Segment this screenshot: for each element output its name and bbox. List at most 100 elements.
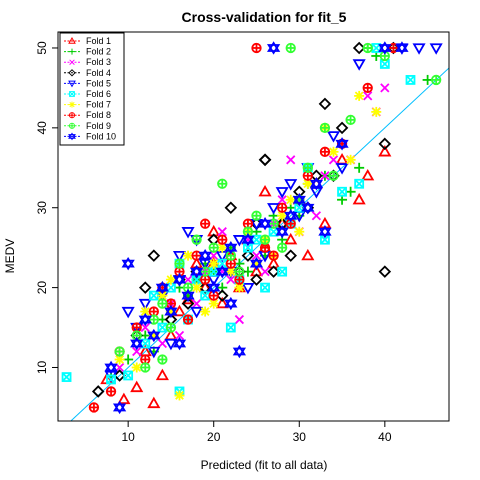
data-point [158,340,166,348]
data-point [260,219,270,229]
data-point [363,44,372,53]
data-point [149,251,159,261]
data-point [235,267,244,276]
data-point [277,227,287,237]
data-point [260,155,270,165]
data-point [269,251,278,260]
legend-label: Fold 1 [86,36,111,46]
data-point [286,44,295,53]
data-point [252,44,261,53]
legend-label: Fold 5 [86,78,111,88]
data-point [174,275,184,285]
data-point [218,180,227,189]
data-point [107,387,116,396]
data-point [252,211,261,220]
series-8 [90,44,398,412]
data-point [304,164,313,173]
data-point [311,179,321,189]
data-point [218,228,226,236]
data-point [140,315,150,325]
legend-label: Fold 10 [86,131,116,141]
y-tick-label: 50 [35,41,49,55]
legend-label: Fold 7 [86,100,111,110]
data-point [303,203,313,213]
legend: Fold 1Fold 2Fold 3Fold 4Fold 5Fold 6Fold… [60,33,124,145]
data-point [380,267,390,277]
data-point [200,307,210,317]
legend-label: Fold 3 [86,57,111,67]
data-point [132,339,142,349]
data-point [363,171,373,180]
x-tick-label: 20 [207,430,221,444]
data-point [123,308,133,317]
data-point [278,243,287,252]
legend-label: Fold 2 [86,47,111,57]
data-point [380,43,390,53]
data-point [261,284,269,292]
data-point [278,203,287,212]
data-point [321,124,330,133]
legend-marker [69,123,74,128]
data-point [355,180,363,188]
data-point [192,267,202,277]
data-point [329,156,337,164]
data-point [294,227,304,237]
data-point [149,398,159,407]
data-point [371,107,381,117]
data-point [226,203,236,213]
y-tick-label: 20 [35,281,49,295]
data-point [354,60,364,69]
data-point [381,60,389,68]
data-point [346,116,355,125]
data-point [337,155,347,164]
data-point [158,355,167,364]
data-point [406,76,414,84]
data-point [209,259,219,269]
data-point [209,243,218,252]
data-point [150,292,158,300]
data-point [381,84,389,92]
data-point [260,155,270,165]
data-point [328,132,338,141]
data-point [132,382,142,391]
data-point [320,99,330,109]
legend-marker [69,113,74,118]
data-point [174,339,184,349]
legend-label: Fold 6 [86,89,111,99]
data-point [123,354,133,364]
x-tick-label: 30 [293,430,307,444]
data-point [329,172,338,181]
data-point [106,362,116,372]
data-point [157,370,167,379]
legend-label: Fold 8 [86,110,111,120]
data-point [158,299,167,308]
data-point [286,235,296,244]
data-point [227,324,235,332]
legend-label: Fold 9 [86,121,111,131]
data-point [363,84,372,93]
y-tick-label: 10 [35,360,49,374]
data-point [201,219,210,228]
data-point [432,76,441,85]
data-point [354,91,364,101]
data-point [200,251,210,261]
x-axis-label: Predicted (fit to all data) [201,458,328,472]
data-point [320,227,330,237]
data-point [261,235,270,244]
data-point [119,394,129,403]
data-point [174,390,184,400]
data-point [312,212,320,220]
legend-marker [69,102,75,108]
data-point [354,195,364,204]
y-tick-label: 40 [35,121,49,135]
data-point [397,43,407,53]
x-tick-label: 40 [378,430,392,444]
y-tick-label: 30 [35,201,49,215]
data-point [192,235,201,244]
data-point [175,259,184,268]
data-point [346,187,356,197]
data-point [286,251,296,261]
legend-label: Fold 4 [86,68,111,78]
data-point [63,373,71,381]
x-tick-label: 10 [121,430,135,444]
